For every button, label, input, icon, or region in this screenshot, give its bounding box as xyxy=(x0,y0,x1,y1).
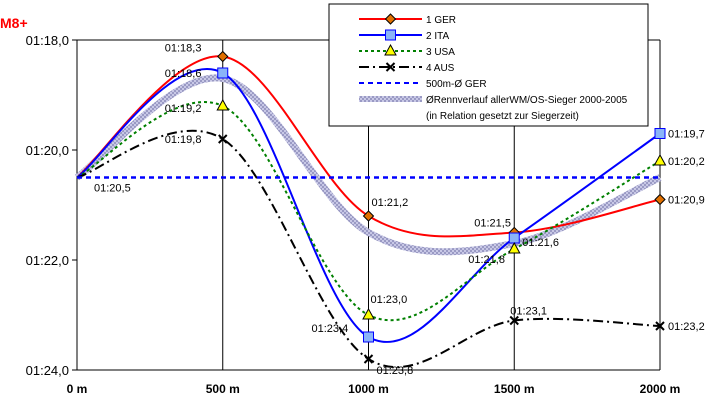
series-2-ita xyxy=(76,67,666,344)
x-tick-label: 0 m xyxy=(67,382,88,396)
data-label: 01:23,8 xyxy=(377,365,414,377)
x-tick-label: 500 m xyxy=(206,382,240,396)
2-ita-marker xyxy=(363,331,374,343)
x-tick-label: 2000 m xyxy=(640,382,681,396)
4-aus-marker xyxy=(363,354,374,364)
series-4-aus xyxy=(76,129,665,369)
legend-label: 500m-Ø GER xyxy=(426,79,487,90)
data-label: 01:19,8 xyxy=(165,134,202,146)
x-tick-label: 1500 m xyxy=(494,382,535,396)
legend-label: 4 AUS xyxy=(426,63,455,74)
y-tick-label: 01:18,0 xyxy=(26,33,69,48)
4-aus-marker xyxy=(509,315,519,326)
data-label: 01:19,7 xyxy=(668,129,705,141)
1-ger-marker xyxy=(217,50,229,63)
legend-item: 3 USA xyxy=(359,43,455,58)
1-ger-marker xyxy=(384,13,397,25)
data-label: 01:23,2 xyxy=(668,321,705,333)
2-ita-marker xyxy=(385,29,396,41)
data-label: 01:20,5 xyxy=(94,183,131,195)
series-line xyxy=(76,101,661,322)
legend-label: 1 GER xyxy=(426,15,456,26)
x-tick-label: 1000 m xyxy=(348,382,389,396)
3-usa-marker xyxy=(216,98,230,111)
data-label: 01:23,1 xyxy=(510,306,547,318)
legend-item: 2 ITA xyxy=(359,29,449,42)
data-label: 01:21,5 xyxy=(474,218,511,230)
series-layer xyxy=(74,50,667,369)
4-aus-marker xyxy=(385,62,396,72)
4-aus-marker xyxy=(218,134,228,144)
data-label: 01:18,6 xyxy=(165,68,202,80)
data-label: 01:21,8 xyxy=(468,254,505,266)
data-labels: 01:18,3 01:21,2 01:21,5 01:20,9 01:18,6 01:23… xyxy=(94,43,705,378)
series-line xyxy=(76,55,661,238)
legend-item: ØRennverlauf allerWM/OS-Sieger 2000-2005… xyxy=(359,95,628,122)
data-label: 01:21,6 xyxy=(522,237,559,249)
y-tick-label: 01:24,0 xyxy=(26,363,69,378)
3-usa-marker xyxy=(384,43,397,56)
chart-title: M8+ xyxy=(0,15,28,31)
data-label: 01:20,2 xyxy=(668,156,705,168)
series-rennverlauf-allerwm-os-sieger-2000-2005 xyxy=(74,74,662,256)
legend-label: ØRennverlauf allerWM/OS-Sieger 2000-2005 xyxy=(426,95,628,106)
data-label: 01:23,4 xyxy=(312,323,349,335)
series-line xyxy=(74,74,662,256)
series-line xyxy=(76,68,661,344)
2-ita-marker xyxy=(217,67,229,79)
legend-label: 2 ITA xyxy=(426,31,449,42)
data-label: 01:21,2 xyxy=(372,197,409,209)
3-usa-marker xyxy=(362,307,375,320)
2-ita-marker xyxy=(654,128,666,139)
legend-item: 500m-Ø GER xyxy=(359,79,487,90)
2-ita-marker xyxy=(508,232,520,244)
legend-label: 3 USA xyxy=(426,47,455,58)
1-ger-marker xyxy=(654,193,666,206)
legend-item: 4 AUS xyxy=(359,62,455,74)
legend-label-line2: (in Relation gesetzt zur Siegerzeit) xyxy=(426,111,579,122)
y-tick-label: 01:22,0 xyxy=(26,253,69,268)
1-ger-marker xyxy=(362,210,375,222)
data-label: 01:20,9 xyxy=(668,195,705,207)
3-usa-marker xyxy=(653,153,667,166)
data-label: 01:19,2 xyxy=(165,103,202,115)
legend: 1 GER 2 ITA 3 USA 4 AUS 500m-Ø GER ØRennverla… xyxy=(328,3,649,127)
data-label: 01:23,0 xyxy=(371,294,408,306)
data-label: 01:18,3 xyxy=(165,43,202,55)
3-usa-marker xyxy=(507,241,521,254)
y-tick-label: 01:20,0 xyxy=(26,143,69,158)
axes: 01:18,0 01:20,0 01:22,0 01:24,0 0 m 500 m 1000… xyxy=(26,33,681,396)
series-3-usa xyxy=(76,98,667,322)
legend-box xyxy=(328,3,649,127)
legend-item: 1 GER xyxy=(359,13,456,26)
4-aus-marker xyxy=(655,321,665,331)
